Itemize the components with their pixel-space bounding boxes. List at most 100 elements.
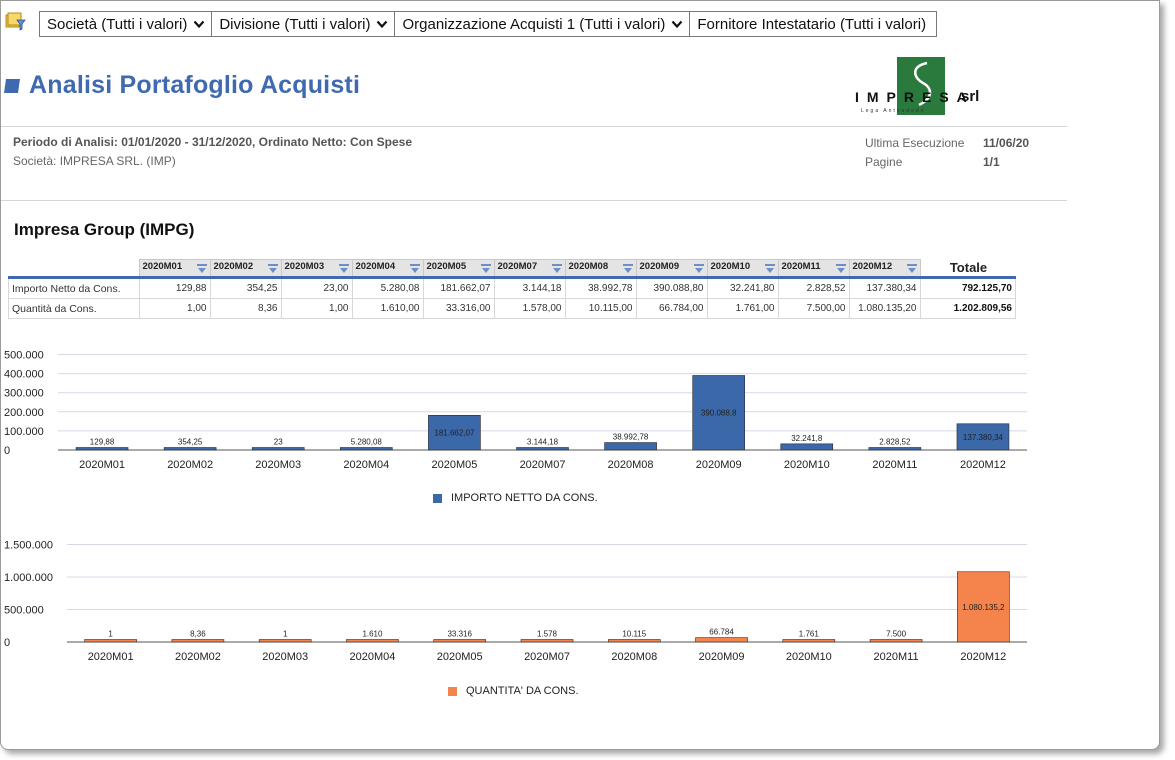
- filter-divisione[interactable]: Divisione (Tutti i valori): [212, 12, 396, 36]
- x-tick-label: 2020M02: [175, 651, 221, 663]
- logo-suffix: srl: [961, 88, 979, 105]
- sort-icon[interactable]: [267, 263, 279, 275]
- x-tick-label: 2020M12: [960, 651, 1006, 663]
- filter-organizzazione-acquisti[interactable]: Organizzazione Acquisti 1 (Tutti i valor…: [395, 12, 691, 36]
- y-tick-label: 500.000: [4, 350, 44, 362]
- y-tick-label: 400.000: [4, 369, 44, 381]
- data-label: 8,36: [190, 630, 206, 639]
- bar: [516, 447, 569, 451]
- sort-icon[interactable]: [409, 263, 421, 275]
- total-cell: 1.202.809,56: [919, 298, 1016, 319]
- table-cell: 8,36: [209, 298, 282, 319]
- sort-icon[interactable]: [764, 263, 776, 275]
- data-label: 181.662,07: [434, 429, 475, 438]
- bar: [869, 639, 923, 643]
- prompt-filters: Società (Tutti i valori) Divisione (Tutt…: [39, 11, 938, 37]
- sort-icon[interactable]: [480, 263, 492, 275]
- x-tick-label: 2020M01: [79, 459, 125, 471]
- filter-label: Organizzazione Acquisti 1 (Tutti i valor…: [402, 15, 666, 33]
- row-label: Importo Netto da Cons.: [8, 277, 140, 299]
- x-tick-label: 2020M10: [786, 651, 832, 663]
- column-header[interactable]: 2020M11: [777, 259, 850, 278]
- chevron-down-icon[interactable]: [671, 18, 683, 30]
- table-cell: 1.578,00: [493, 298, 566, 319]
- x-tick-label: 2020M04: [343, 459, 389, 471]
- data-label: 354,25: [178, 438, 203, 447]
- bar: [171, 639, 225, 643]
- table-cell: 354,25: [209, 277, 282, 299]
- sort-icon[interactable]: [835, 263, 847, 275]
- column-header[interactable]: 2020M05: [422, 259, 495, 278]
- column-header[interactable]: 2020M01: [138, 259, 211, 278]
- filter-societa[interactable]: Società (Tutti i valori): [40, 12, 213, 36]
- legend-label: IMPORTO NETTO DA CONS.: [451, 492, 598, 504]
- sort-icon[interactable]: [622, 263, 634, 275]
- bar: [346, 639, 399, 643]
- prompt-filter-icon[interactable]: [5, 12, 27, 32]
- bar: [780, 443, 834, 451]
- legend-swatch: [448, 686, 457, 696]
- column-header[interactable]: 2020M04: [351, 259, 424, 278]
- data-label: 1.610: [362, 630, 383, 639]
- x-tick-label: 2020M08: [611, 651, 657, 663]
- column-header[interactable]: 2020M08: [564, 259, 637, 278]
- sort-icon[interactable]: [551, 263, 563, 275]
- x-tick-label: 2020M07: [524, 651, 570, 663]
- column-header[interactable]: 2020M07: [493, 259, 566, 278]
- table-cell: 1.761,00: [706, 298, 779, 319]
- table-cell: 33.316,00: [422, 298, 495, 319]
- legend-swatch: [433, 493, 442, 503]
- bar: [251, 447, 305, 451]
- y-tick-label: 300.000: [4, 388, 44, 400]
- column-header[interactable]: 2020M03: [280, 259, 353, 278]
- data-label: 1.080.135,2: [962, 603, 1005, 612]
- column-header[interactable]: 2020M12: [848, 259, 921, 278]
- sort-icon[interactable]: [338, 263, 350, 275]
- y-tick-label: 0: [4, 445, 10, 457]
- bar-chart-importo: 0 100.000 200.000 300.000 400.000 500.000 129,…: [4, 350, 1027, 471]
- table-cell: 1,00: [280, 298, 353, 319]
- sort-icon[interactable]: [906, 263, 918, 275]
- y-tick-label: 0: [4, 637, 10, 649]
- data-label: 1.761: [799, 630, 820, 639]
- table-cell: 2.828,52: [777, 277, 850, 299]
- x-tick-label: 2020M09: [699, 651, 745, 663]
- period-line: Periodo di Analisi: 01/01/2020 - 31/12/2…: [13, 135, 413, 149]
- filter-label: Divisione (Tutti i valori): [219, 15, 371, 33]
- bar: [956, 423, 1010, 451]
- legend-quantita: QUANTITA' DA CONS.: [448, 685, 579, 697]
- column-header[interactable]: 2020M09: [635, 259, 708, 278]
- sort-icon[interactable]: [196, 263, 208, 275]
- data-label: 7.500: [886, 630, 907, 639]
- sort-icon[interactable]: [693, 263, 705, 275]
- bar: [75, 447, 129, 451]
- data-label: 23: [274, 438, 283, 447]
- last-run-label: Ultima Esecuzione: [865, 136, 965, 150]
- x-tick-label: 2020M10: [784, 459, 830, 471]
- bar: [695, 637, 748, 643]
- filter-fornitore[interactable]: Fornitore Intestatario (Tutti i valori): [690, 12, 936, 36]
- table-header-row: 2020M01 2020M02 2020M03 2020M04 2020M05 …: [8, 259, 1016, 278]
- data-label: 1.578: [537, 630, 558, 639]
- table-cell: 1,00: [138, 298, 211, 319]
- logo-text: IMPRESA: [855, 89, 975, 105]
- table-cell: 3.144,18: [493, 277, 566, 299]
- chevron-down-icon[interactable]: [193, 18, 205, 30]
- chevron-down-icon[interactable]: [376, 18, 388, 30]
- column-header[interactable]: 2020M10: [706, 259, 779, 278]
- y-tick-label: 1.000.000: [4, 572, 53, 584]
- filter-label: Società (Tutti i valori): [47, 15, 188, 33]
- bar: [604, 442, 657, 451]
- data-label: 390.088,8: [701, 409, 737, 418]
- column-header[interactable]: 2020M02: [209, 259, 282, 278]
- last-run-value: 11/06/20: [983, 136, 1030, 150]
- table-cell: 129,88: [138, 277, 211, 299]
- table-row: Importo Netto da Cons. 129,88 354,25 23,…: [8, 277, 1016, 299]
- data-label: 32.241,8: [791, 434, 823, 443]
- table-cell: 1.080.135,20: [848, 298, 921, 319]
- pages-label: Pagine: [865, 155, 903, 169]
- data-label: 1: [283, 630, 288, 639]
- x-tick-label: 2020M12: [960, 459, 1006, 471]
- bar: [782, 639, 836, 643]
- filter-label: Fornitore Intestatario (Tutti i valori): [697, 15, 927, 33]
